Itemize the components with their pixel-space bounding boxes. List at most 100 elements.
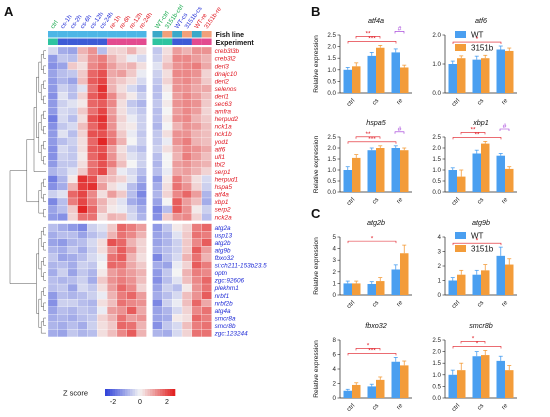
heatmap-cell — [152, 283, 163, 292]
legend-label: WT — [471, 232, 484, 241]
heatmap-cell — [126, 145, 137, 153]
heatmap-cell — [87, 231, 98, 239]
heatmap-cell — [97, 114, 108, 123]
heatmap-cell — [152, 137, 163, 146]
heatmap-cell — [97, 77, 108, 85]
heatmap-cell — [136, 246, 147, 254]
heatmap-cell — [106, 92, 118, 100]
heatmap-cell — [106, 129, 118, 138]
heatmap-cell — [47, 212, 58, 221]
significance-mark: ** — [365, 31, 371, 38]
heatmap-cell — [87, 107, 98, 116]
bar-3151b-re — [505, 370, 514, 398]
heatmap-cell — [106, 54, 118, 63]
heatmap-cell — [67, 77, 78, 85]
heatmap-cell — [77, 99, 88, 108]
heatmap-cell — [57, 175, 68, 184]
heatmap-cell — [201, 54, 212, 63]
heatmap-cell — [191, 61, 202, 70]
heatmap-cell — [126, 122, 137, 131]
heatmap-cell — [136, 306, 147, 315]
heatmap-cell — [57, 253, 68, 262]
heatmap-cell — [201, 46, 212, 55]
heatmap-cell — [97, 61, 108, 70]
chart-title: atg2b — [367, 218, 385, 227]
heatmap-cell — [181, 291, 193, 300]
heatmap-cell — [152, 238, 163, 247]
significance-mark: * — [476, 237, 479, 244]
x-tick-label: cs — [371, 299, 380, 308]
heatmap-cell — [152, 212, 163, 221]
heatmap-cell — [181, 314, 193, 322]
heatmap-cell — [47, 268, 58, 277]
heatmap-cell — [152, 223, 163, 232]
heatmap-cell — [201, 283, 212, 292]
heatmap-cell — [201, 84, 212, 93]
color-scale-segment — [130, 389, 133, 396]
legend-label: WT — [471, 31, 484, 40]
heatmap-cell — [162, 253, 173, 262]
bar-WT-re — [391, 52, 400, 93]
heatmap-cell — [47, 314, 58, 322]
heatmap-cell — [136, 205, 147, 214]
heatmap-cell — [152, 99, 163, 108]
chart-fbxo32: fbxo32 0 2 4 6 8 Relative expression ctrl cs re **… — [313, 321, 412, 413]
x-tick-label: re — [395, 196, 404, 205]
heatmap-cell — [87, 291, 98, 300]
bar-WT-cs — [367, 55, 376, 93]
significance-mark: # — [398, 26, 402, 33]
heatmap-cell — [97, 276, 108, 285]
heatmap-cell — [172, 291, 183, 300]
dendrogram-branch — [43, 110, 46, 119]
color-scale-segment — [145, 389, 148, 396]
heatmap-cell — [67, 182, 78, 191]
heatmap-cell — [191, 314, 202, 322]
heatmap-cell — [181, 54, 193, 63]
heatmap-cell — [152, 197, 163, 206]
heatmap-cell — [57, 283, 68, 292]
heatmap-cell — [126, 160, 137, 168]
dendrogram-branch — [43, 80, 46, 89]
experiment-cell — [116, 38, 127, 45]
y-tick-label: 8 — [333, 337, 337, 344]
bar-3151b-cs — [481, 58, 490, 93]
heatmap-cell — [77, 299, 88, 307]
y-tick-label: 2.5 — [432, 337, 441, 344]
heatmap-cell — [97, 107, 108, 116]
heatmap-cell — [181, 253, 193, 262]
heatmap-cell — [172, 145, 183, 153]
heatmap-cell — [136, 276, 147, 285]
heatmap-cell — [126, 114, 137, 123]
heatmap-cell — [106, 175, 118, 184]
heatmap-cell — [126, 77, 137, 85]
heatmap-cell — [181, 283, 193, 292]
chart-atg9b: atg9b 0 1 2 3 4 ctrl cs re * — [438, 218, 517, 310]
heatmap-cell — [87, 261, 98, 270]
heatmap-cell — [57, 268, 68, 277]
bar-3151b-cs — [481, 143, 490, 192]
chart-title: xbp1 — [472, 118, 489, 127]
heatmap-cell — [126, 291, 137, 300]
heatmap-cell — [191, 190, 202, 199]
heatmap-cell — [181, 137, 193, 146]
gene-label: selenos — [215, 86, 238, 93]
heatmap-cell — [106, 46, 118, 55]
heatmap-cell — [77, 197, 88, 206]
heatmap-cell — [181, 175, 193, 184]
heatmap-cell — [181, 197, 193, 206]
gene-label: dnajc10 — [215, 71, 238, 78]
color-scale-segment — [135, 389, 138, 396]
heatmap-cell — [191, 231, 202, 239]
heatmap-cell — [97, 182, 108, 191]
heatmap-cell — [77, 268, 88, 277]
dendrogram-branch — [40, 54, 44, 70]
heatmap-cell — [181, 190, 193, 199]
heatmap-cell — [162, 137, 173, 146]
heatmap-cell — [116, 299, 127, 307]
gene-label: atg4a — [215, 308, 231, 315]
experiment-cell — [162, 38, 173, 45]
heatmap-cell — [67, 329, 78, 338]
heatmap-cell — [181, 329, 193, 338]
heatmap-cell — [126, 223, 137, 232]
heatmap-cell — [191, 122, 202, 131]
